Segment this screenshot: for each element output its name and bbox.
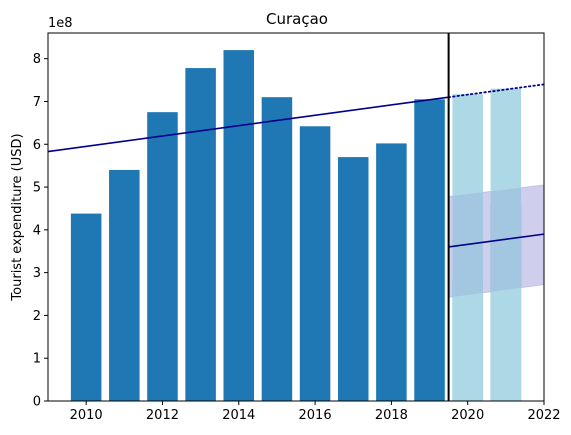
y-tick-label-6: 6 <box>33 138 41 153</box>
bar-observed-2017 <box>337 157 369 401</box>
bar-observed-2014 <box>223 50 255 402</box>
y-tick-label-2: 2 <box>33 309 41 324</box>
y-tick-label-5: 5 <box>33 181 41 196</box>
x-tick-label-2022: 2022 <box>527 408 560 423</box>
trend-projection-line <box>447 83 545 99</box>
x-tick-label-2014: 2014 <box>222 408 255 423</box>
y-tick-label-8: 8 <box>33 52 41 67</box>
y-tick-label-4: 4 <box>33 223 41 238</box>
trend-line <box>47 96 449 153</box>
x-tick-label-2020: 2020 <box>451 408 484 423</box>
x-tick-label-2012: 2012 <box>146 408 179 423</box>
y-tick-label-1: 1 <box>33 352 41 367</box>
y-offset-text: 1e8 <box>48 16 73 31</box>
y-axis-label: Tourist expenditure (USD) <box>10 133 25 301</box>
post-period-line <box>448 233 545 248</box>
bar-observed-2018 <box>376 143 407 401</box>
x-tick-label-2010: 2010 <box>70 408 103 423</box>
bar-observed-2010 <box>70 213 102 401</box>
plot-area: 2010 2012 2014 2016 2018 2020 2022 0 1 2 3 4 5 6 7 8 <box>33 32 561 423</box>
chart-title: Curaçao <box>266 10 328 28</box>
y-tick-label-7: 7 <box>33 95 41 110</box>
plot-frame <box>47 32 545 402</box>
bar-observed-2013 <box>185 68 216 401</box>
y-tick-label-3: 3 <box>33 266 41 281</box>
bar-observed-2015 <box>261 97 293 402</box>
bar-observed-2012 <box>147 112 178 402</box>
y-tick-label-0: 0 <box>33 395 41 410</box>
bar-observed-2019 <box>414 99 445 401</box>
bar-counterfactual-2021 <box>490 88 522 402</box>
x-tick-label-2018: 2018 <box>375 408 408 423</box>
bar-counterfactual-2020 <box>452 94 483 401</box>
x-tick-label-2016: 2016 <box>299 408 332 423</box>
bar-observed-2011 <box>109 169 140 401</box>
bar-observed-2016 <box>299 126 331 401</box>
